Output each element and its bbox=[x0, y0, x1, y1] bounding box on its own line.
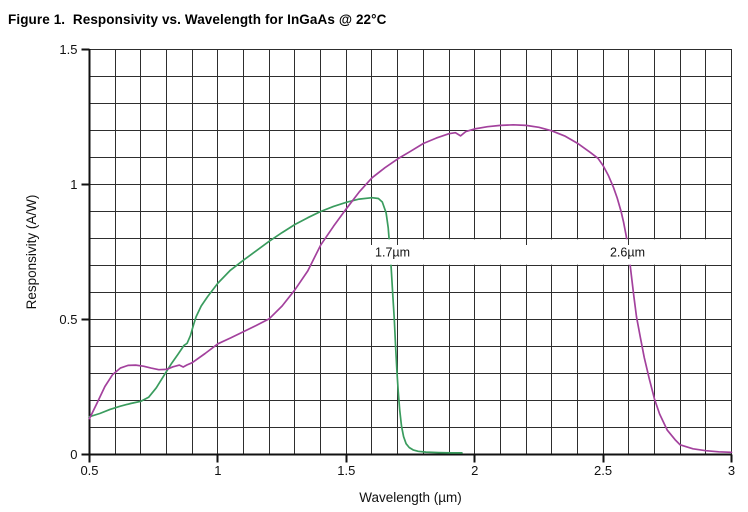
y-axis-title: Responsivity (A/W) bbox=[24, 195, 39, 310]
green-curve bbox=[88, 196, 463, 454]
annotation-label-bg bbox=[372, 239, 414, 265]
y-tick-label: 0.5 bbox=[59, 312, 77, 327]
x-tick-label: 2 bbox=[471, 463, 478, 478]
annotation-label: 2.6µm bbox=[610, 246, 645, 260]
x-axis-title: Wavelength (µm) bbox=[359, 490, 462, 505]
y-tick-label: 1 bbox=[70, 177, 77, 192]
x-tick-label: 2.5 bbox=[594, 463, 612, 478]
y-tick-label: 1.5 bbox=[59, 42, 77, 57]
annotation-label: 1.7µm bbox=[375, 246, 410, 260]
y-tick-label: 0 bbox=[70, 447, 77, 462]
x-tick-label: 1 bbox=[214, 463, 221, 478]
figure-title: Figure 1. Responsivity vs. Wavelength fo… bbox=[8, 12, 387, 27]
x-tick-label: 1.5 bbox=[337, 463, 355, 478]
magenta-curve bbox=[88, 123, 733, 454]
x-tick-label: 3 bbox=[728, 463, 735, 478]
x-tick-label: 0.5 bbox=[80, 463, 98, 478]
annotation-label-bg bbox=[606, 239, 648, 265]
